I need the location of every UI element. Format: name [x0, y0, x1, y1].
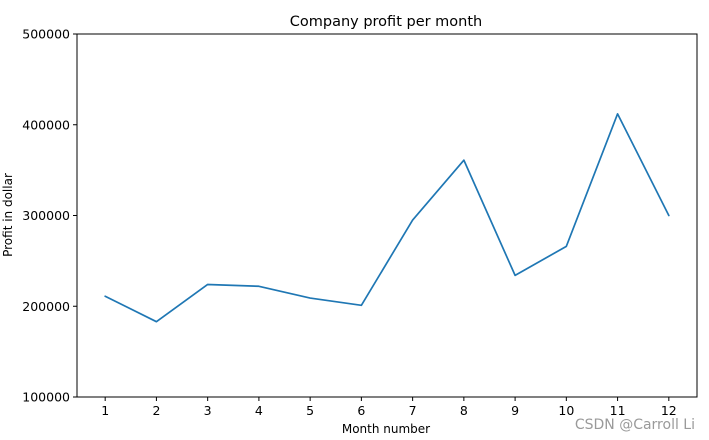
x-tick-label: 4: [255, 403, 263, 418]
x-axis-label: Month number: [342, 422, 430, 436]
y-tick-label: 300000: [22, 208, 70, 223]
x-tick-label: 1: [101, 403, 109, 418]
y-tick-label: 400000: [22, 117, 70, 132]
x-tick-label: 3: [204, 403, 212, 418]
series-layer: [104, 113, 670, 323]
y-tick-label: 100000: [22, 390, 70, 405]
x-tick-label: 9: [511, 403, 519, 418]
y-tick-label: 200000: [22, 299, 70, 314]
x-tick-label: 11: [610, 403, 626, 418]
x-tick-label: 12: [661, 403, 677, 418]
x-tick-label: 10: [558, 403, 574, 418]
x-tick-label: 2: [152, 403, 160, 418]
plot-area-frame: [76, 33, 698, 398]
x-tick-label: 5: [306, 403, 314, 418]
profit-series-line: [104, 113, 670, 323]
y-axis: 100000 200000 300000 400000 500000: [22, 27, 77, 405]
watermark-text: CSDN @Carroll Li: [574, 417, 695, 433]
x-axis: 1 2 3 4 5 6 7 8 9 10 11 12: [101, 397, 677, 418]
y-tick-label: 500000: [22, 27, 70, 42]
x-tick-label: 8: [460, 403, 468, 418]
x-tick-label: 7: [409, 403, 417, 418]
x-tick-label: 6: [357, 403, 365, 418]
chart-title: Company profit per month: [290, 14, 483, 30]
y-axis-label: Profit in dollar: [1, 173, 15, 257]
